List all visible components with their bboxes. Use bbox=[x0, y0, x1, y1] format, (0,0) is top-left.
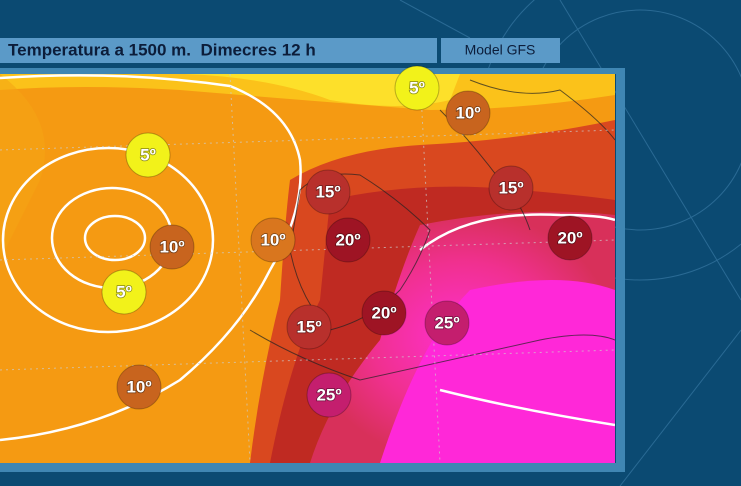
temperature-label: 20º bbox=[335, 230, 360, 249]
label-bubble bbox=[306, 372, 352, 418]
label-bubble bbox=[149, 224, 195, 270]
label-bubble bbox=[488, 165, 534, 211]
label-bubble bbox=[394, 65, 440, 111]
title: Temperatura a 1500 m. Dimecres 12 h bbox=[8, 40, 316, 59]
map-frame bbox=[616, 68, 625, 472]
label-bubble bbox=[116, 364, 162, 410]
label-bubble bbox=[361, 290, 407, 336]
title-bar bbox=[0, 38, 437, 63]
temperature-label: 5º bbox=[116, 282, 132, 301]
label-bubble bbox=[547, 215, 593, 261]
temperature-label: 10º bbox=[455, 103, 480, 122]
model-box bbox=[441, 38, 560, 63]
temperature-label: 10º bbox=[260, 230, 285, 249]
label-bubble bbox=[101, 269, 147, 315]
temperature-map bbox=[0, 74, 615, 463]
label-bubble bbox=[325, 217, 371, 263]
temperature-label: 10º bbox=[126, 377, 151, 396]
temperature-label: 15º bbox=[498, 178, 523, 197]
temperature-label: 20º bbox=[371, 303, 396, 322]
temperature-labels: 5º 10º 5º 15º 15º 10º 20º 10º 20º 5º 20º 25º 15º 10º 2… bbox=[101, 65, 593, 418]
label-bubble bbox=[250, 217, 296, 263]
label-bubble bbox=[125, 132, 171, 178]
temperature-label: 25º bbox=[434, 313, 459, 332]
label-bubble bbox=[305, 169, 351, 215]
temperature-label: 10º bbox=[159, 237, 184, 256]
map-frame bbox=[0, 463, 625, 472]
temperature-label: 25º bbox=[316, 385, 341, 404]
model-label: Model GFS bbox=[465, 42, 536, 58]
label-bubble bbox=[445, 90, 491, 136]
temperature-label: 15º bbox=[315, 182, 340, 201]
temperature-label: 20º bbox=[557, 228, 582, 247]
temperature-label: 15º bbox=[296, 317, 321, 336]
temperature-label: 5º bbox=[409, 78, 425, 97]
temperature-label: 5º bbox=[140, 145, 156, 164]
label-bubble bbox=[424, 300, 470, 346]
label-bubble bbox=[286, 304, 332, 350]
map-frame bbox=[0, 68, 625, 74]
